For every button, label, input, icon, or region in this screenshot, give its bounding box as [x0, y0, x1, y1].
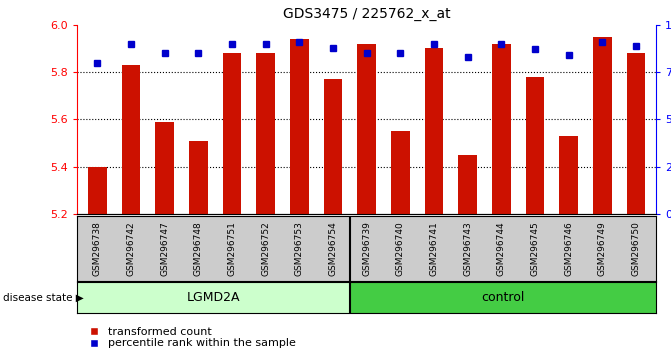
Bar — [425, 48, 444, 214]
Text: GSM296739: GSM296739 — [362, 221, 371, 276]
Text: control: control — [481, 291, 525, 304]
Text: GSM296743: GSM296743 — [463, 221, 472, 276]
Bar — [189, 141, 207, 214]
Title: GDS3475 / 225762_x_at: GDS3475 / 225762_x_at — [283, 7, 450, 21]
Bar — [358, 44, 376, 214]
Bar — [526, 77, 544, 214]
Text: GSM296741: GSM296741 — [429, 221, 439, 276]
Bar — [492, 44, 511, 214]
Text: GSM296738: GSM296738 — [93, 221, 102, 276]
Bar — [77, 282, 350, 313]
Text: GSM296750: GSM296750 — [631, 221, 641, 276]
Text: GSM296742: GSM296742 — [127, 221, 136, 276]
Text: GSM296753: GSM296753 — [295, 221, 304, 276]
Text: GSM296749: GSM296749 — [598, 221, 607, 276]
Text: GSM296745: GSM296745 — [531, 221, 539, 276]
Text: GSM296746: GSM296746 — [564, 221, 573, 276]
Bar — [121, 65, 140, 214]
Text: GSM296754: GSM296754 — [329, 221, 338, 276]
Bar — [324, 79, 342, 214]
Bar — [290, 39, 309, 214]
Legend: transformed count, percentile rank within the sample: transformed count, percentile rank withi… — [83, 327, 296, 348]
Text: GSM296747: GSM296747 — [160, 221, 169, 276]
Bar — [88, 167, 107, 214]
Bar — [391, 131, 409, 214]
Text: GSM296748: GSM296748 — [194, 221, 203, 276]
Bar — [256, 53, 275, 214]
Bar — [593, 36, 612, 214]
Bar — [223, 53, 242, 214]
Text: GSM296752: GSM296752 — [261, 221, 270, 276]
Text: GSM296744: GSM296744 — [497, 221, 506, 276]
Bar — [156, 122, 174, 214]
Bar — [350, 282, 656, 313]
Bar — [627, 53, 646, 214]
Text: GSM296740: GSM296740 — [396, 221, 405, 276]
Bar — [458, 155, 477, 214]
Text: LGMD2A: LGMD2A — [187, 291, 240, 304]
Bar — [560, 136, 578, 214]
Text: disease state ▶: disease state ▶ — [3, 293, 84, 303]
Text: GSM296751: GSM296751 — [227, 221, 237, 276]
